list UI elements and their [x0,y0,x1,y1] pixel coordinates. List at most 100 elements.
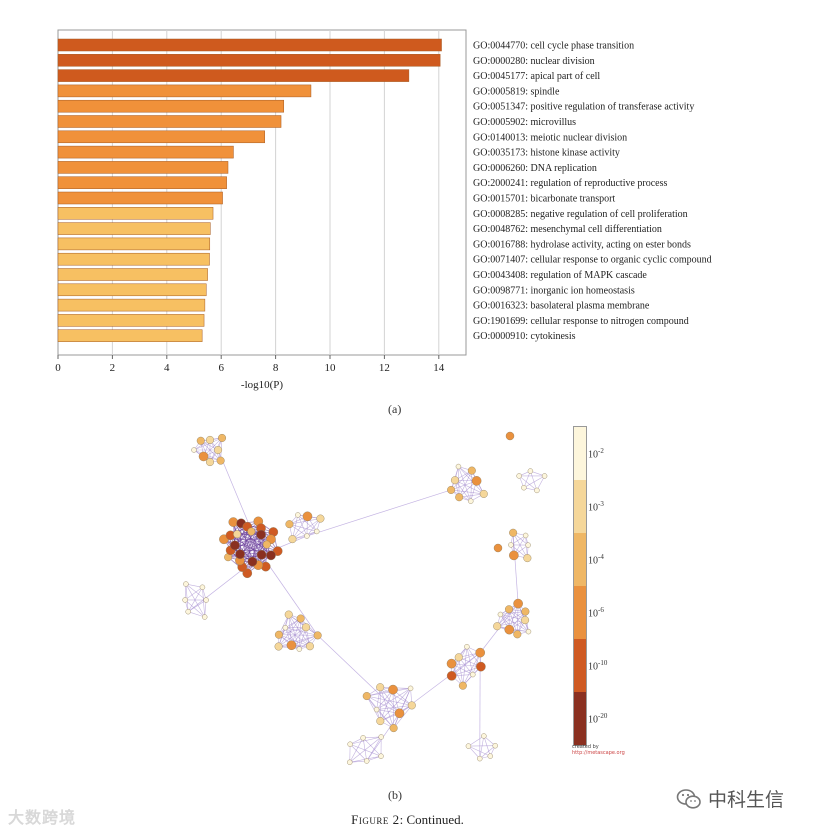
x-tick-label: 10 [325,362,337,374]
network-edge [510,535,526,546]
network-node [305,642,314,651]
network-edge [376,705,412,710]
network-edge [483,735,491,757]
network-node [304,533,310,539]
scale-label: 10-6 [588,606,604,619]
x-tick-label: 0 [55,362,61,374]
network-edge [285,627,300,650]
network-node [446,671,457,681]
scale-label-base: 10 [588,713,598,725]
network-edge [349,744,367,762]
network-node [284,610,293,619]
network-node [373,706,380,713]
network-edge [187,587,203,612]
network-edge [363,736,382,739]
scale-label: 10-3 [588,500,604,513]
network-edge [185,583,205,618]
scale-label-base: 10 [588,660,598,672]
category-label: GO:0005902: microvillus [473,117,576,128]
scale-segment [574,639,586,692]
category-label: GO:0098771: inorganic ion homeostasis [473,285,635,296]
network-node [256,549,267,560]
network-node [230,540,240,551]
scale-label-exponent: -3 [598,499,604,508]
wechat-icon [676,788,701,809]
network-node [360,735,366,741]
network-node [465,743,472,749]
network-node [233,530,242,539]
network-node [475,647,485,658]
network-node [206,435,215,444]
bar [57,191,223,205]
network-edge [240,523,253,562]
network-node [455,463,462,470]
network-node [347,759,353,765]
network-edge [458,466,460,498]
network-edge [202,587,205,618]
network-node [504,605,513,614]
x-tick-label: 6 [218,362,224,374]
network-edge [366,695,381,722]
network-node [274,630,283,639]
scale-segment [574,427,586,480]
network-edge [278,618,301,647]
credit-line2: http://metascape.org [572,750,625,756]
bar [57,222,211,235]
network-node [458,681,467,690]
x-tick-label: 2 [110,362,116,374]
network-edge [512,532,528,559]
network-edge [380,686,412,706]
panel-label-a: (a) [388,402,402,416]
network-node [464,644,470,650]
network-node [394,708,405,719]
scale-label-base: 10 [588,501,598,513]
network-edge [349,736,382,763]
bar [57,54,441,67]
scale-label: 10-10 [588,659,607,672]
category-label: GO:0044770: cell cycle phase transition [473,41,634,52]
network-node [508,542,514,548]
network-node [196,436,205,445]
category-label: GO:0043408: regulation of MAPK cascade [473,270,647,281]
category-label: GO:0045177: apical part of cell [473,71,600,82]
network-node [288,535,297,544]
bar [57,207,214,220]
network-link [217,449,262,555]
network-edge [458,466,484,495]
scale-segment [574,692,586,745]
bar [57,298,206,312]
pvalue-color-scale [573,426,587,746]
network-node [282,625,289,631]
network-edge [468,745,491,757]
network-node [509,528,518,537]
network-edge [366,695,400,714]
network-link [306,489,452,537]
network-node [262,540,271,549]
watermark-right: 中科生信 [676,785,784,812]
bar [57,115,282,128]
x-tick-label: 14 [433,362,445,374]
category-label: GO:1901699: cellular response to nitroge… [473,316,689,327]
network-edge [500,614,529,632]
network-node [477,755,483,762]
network-node [467,466,476,475]
network-node [446,658,457,669]
network-edge [458,466,472,502]
category-label: GO:0005819: spindle [473,86,560,97]
network-edge [292,514,299,540]
category-label: GO:0051347: positive regulation of trans… [473,102,694,113]
network-node [191,447,197,453]
network-edge [289,523,317,532]
network-edge [278,634,311,647]
category-label: GO:0006260: DNA replication [473,163,597,174]
network-edge [380,689,394,722]
network-edge [468,745,480,759]
caption-prefix: Figure 2 [351,812,400,827]
network-node [481,733,487,739]
network-edge [376,688,411,710]
network-edge [379,687,394,729]
network-node [509,550,519,561]
scale-label: 10-4 [588,553,604,566]
network-node [523,554,532,563]
scale-segment [574,533,586,586]
